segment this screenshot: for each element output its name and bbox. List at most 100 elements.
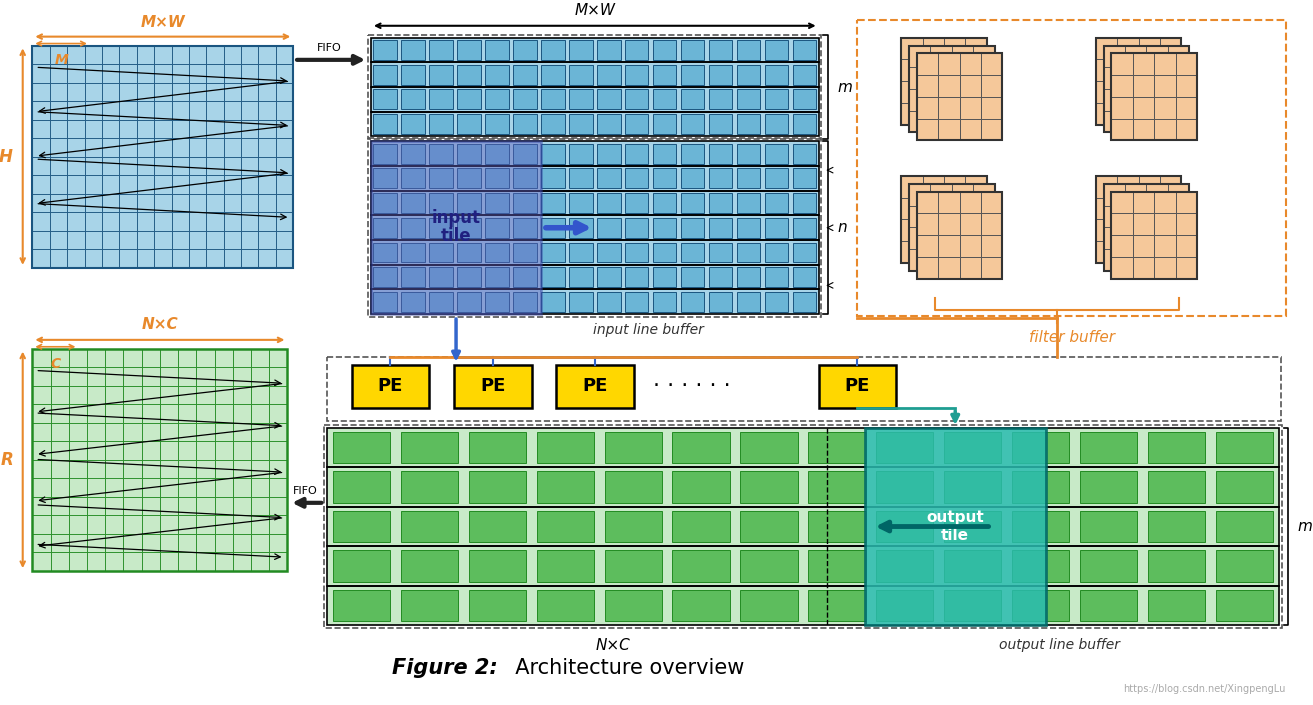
Bar [402,40,424,60]
Bar [50,250,67,268]
Bar [68,479,87,497]
Bar [1161,103,1182,125]
Bar [402,193,424,213]
Bar [1175,257,1197,278]
Bar [372,141,541,314]
Bar [84,82,102,101]
Bar [681,218,705,238]
Bar [206,175,223,194]
Bar [242,101,259,120]
Bar [916,118,939,140]
Bar [197,553,214,571]
Bar [737,40,760,60]
Bar [1012,550,1069,582]
Bar [809,471,865,503]
Bar [681,114,705,134]
Bar [189,64,206,82]
Bar [51,534,68,553]
Bar [1175,75,1197,97]
Bar [102,138,119,157]
Bar [809,590,865,621]
Bar [137,101,154,120]
Bar [960,257,981,278]
Bar [242,64,259,82]
Bar [137,175,154,194]
Bar [597,193,621,213]
Bar [223,212,242,231]
Text: H: H [0,147,13,166]
Bar [223,120,242,138]
Bar [142,441,160,460]
Bar [1175,235,1197,257]
Bar [372,62,818,87]
Bar [931,46,952,67]
Bar [1149,550,1205,582]
Bar [569,292,592,312]
Bar [402,144,424,164]
Bar [939,118,960,140]
Bar [251,423,269,441]
Bar [1133,54,1154,75]
Bar [105,441,123,460]
Bar [1161,81,1182,103]
Bar [179,367,197,386]
Bar [1161,176,1182,197]
Bar [1149,471,1205,503]
Bar [916,192,939,214]
Bar [269,367,288,386]
Bar [818,364,897,408]
Bar [251,367,269,386]
Bar [179,349,197,367]
Bar [1175,54,1197,75]
Bar [251,497,269,515]
Bar [429,144,453,164]
Bar [923,81,944,103]
Bar [372,191,818,216]
Bar [1125,89,1146,111]
Bar [160,386,179,404]
Bar [944,431,1002,463]
Bar [50,120,67,138]
Bar [154,120,172,138]
Bar [952,46,973,67]
Bar [206,231,223,250]
Bar [160,479,179,497]
Bar [952,227,973,249]
Bar [597,114,621,134]
Bar [33,231,50,250]
Bar [105,553,123,571]
Bar [119,120,137,138]
Bar [251,515,269,534]
Bar [625,114,649,134]
Text: m: m [838,80,852,94]
Bar [102,101,119,120]
Bar [973,111,995,133]
Bar [1138,37,1161,59]
Bar [1117,37,1138,59]
Text: filter buffer: filter buffer [1028,330,1115,345]
Bar [51,497,68,515]
Bar [709,243,733,262]
Bar [214,367,232,386]
Bar [1167,184,1190,206]
Bar [1104,227,1125,249]
Bar [1216,510,1274,542]
Bar [102,46,119,64]
Bar [372,290,818,314]
Bar [1111,214,1133,235]
Bar [259,46,276,64]
Bar [232,386,251,404]
Bar [142,349,160,367]
Bar [923,197,944,219]
Bar [597,40,621,60]
Bar [923,219,944,241]
Bar [597,144,621,164]
Bar [105,404,123,423]
Bar [981,97,1002,118]
Bar [737,144,760,164]
Bar [709,193,733,213]
Bar [123,386,142,404]
Bar [50,46,67,64]
Bar [965,37,987,59]
Bar [1146,227,1167,249]
